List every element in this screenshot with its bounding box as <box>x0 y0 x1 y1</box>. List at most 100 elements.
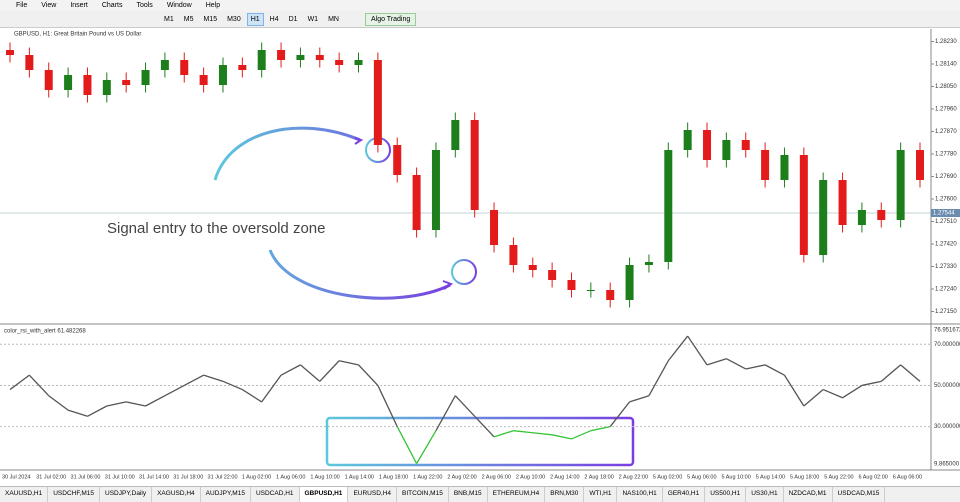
indicator-segment <box>203 374 224 382</box>
chart-tab[interactable]: XAUUSD,H1 <box>0 487 49 502</box>
candle-body <box>838 180 847 225</box>
indicator-segment <box>9 374 30 391</box>
candle-body <box>64 75 73 90</box>
chart-tab[interactable]: US30,H1 <box>746 487 784 502</box>
price-label: 1.27780 <box>935 152 957 158</box>
chart-tab[interactable]: XAGUSD,H4 <box>152 487 201 502</box>
candle-body <box>122 80 131 85</box>
candle-body <box>412 175 421 230</box>
time-label: 5 Aug 02:00 <box>653 474 682 480</box>
indicator-segment <box>261 374 282 403</box>
candle-body <box>877 210 886 220</box>
menu-item[interactable]: View <box>41 2 57 9</box>
candle-body <box>644 262 653 265</box>
indicator-segment <box>319 360 340 382</box>
candle-body <box>703 130 712 160</box>
chart-tab[interactable]: AUDJPY,M15 <box>201 487 251 502</box>
indicator-segment <box>396 426 418 464</box>
chart-tab[interactable]: BITCOIN,M15 <box>397 487 449 502</box>
candle-body <box>528 265 537 270</box>
candle-body <box>25 55 34 70</box>
time-label: 2 Aug 10:00 <box>516 474 545 480</box>
candle-body <box>431 150 440 230</box>
menu-item[interactable]: Insert <box>70 2 88 9</box>
price-label: 1.28140 <box>935 62 957 68</box>
indicator-segment <box>513 430 533 434</box>
chart-tab[interactable]: ETHEREUM,H4 <box>488 487 546 502</box>
price-label: 1.27420 <box>935 242 957 248</box>
candle-body <box>180 60 189 75</box>
time-label: 6 Aug 06:00 <box>893 474 922 480</box>
chart-tab[interactable]: USDCAD,M15 <box>833 487 886 502</box>
algo-trading-button[interactable]: Algo Trading <box>364 12 417 26</box>
chart-tab[interactable]: GBPUSD,H1 <box>299 487 349 502</box>
indicator-segment <box>861 380 882 387</box>
indicator-title: color_rsi_with_alert 61.482268 <box>4 329 86 335</box>
candle-body <box>102 80 111 95</box>
candle-body <box>354 60 363 65</box>
menu-item[interactable]: Tools <box>136 2 153 9</box>
indicator-segment <box>493 430 514 438</box>
candle-body <box>722 140 731 160</box>
timeframe-button[interactable]: M30 <box>227 15 241 23</box>
candle-body <box>199 75 208 85</box>
price-label: 1.27330 <box>935 264 957 270</box>
indicator-segment <box>280 364 301 376</box>
chart-tab[interactable]: EURUSD,H4 <box>348 487 397 502</box>
indicator-segment <box>532 432 553 436</box>
current-price-box <box>931 209 960 217</box>
indicator-segment <box>454 395 476 417</box>
timeframe-button[interactable]: W1 <box>307 15 319 23</box>
candle-body <box>606 290 615 300</box>
candle-body <box>664 150 673 262</box>
timeframe-button[interactable]: M15 <box>203 15 218 23</box>
signal-circle <box>451 259 477 285</box>
time-label: 2 Aug 14:00 <box>550 474 579 480</box>
indicator-segment <box>222 380 243 391</box>
candle-body <box>373 60 382 145</box>
indicator-segment <box>880 364 902 382</box>
indicator-segment <box>571 430 592 440</box>
timeframe-button[interactable]: M5 <box>183 15 194 23</box>
indicator-label: 50.000000 <box>934 383 960 389</box>
indicator-segment <box>435 395 456 432</box>
chart-tab[interactable]: GER40,H1 <box>663 487 706 502</box>
chart-tab[interactable]: WTI,H1 <box>584 487 618 502</box>
indicator-segment <box>764 364 785 376</box>
candle-body <box>799 155 808 255</box>
chart-tab[interactable]: NAS100,H1 <box>617 487 663 502</box>
time-label: 1 Aug 18:00 <box>379 474 408 480</box>
timeframe-button[interactable]: H1 <box>246 12 264 26</box>
candle-body <box>819 180 828 255</box>
menu-item[interactable]: Charts <box>101 2 123 9</box>
chart-tab[interactable]: NZDCAD,M1 <box>784 487 833 502</box>
indicator-segment <box>590 425 611 432</box>
candle-body <box>277 50 286 60</box>
indicator-segment <box>126 401 146 407</box>
indicator-label: 30.000000 <box>934 424 960 430</box>
indicator-label: 76.951672 <box>934 328 960 334</box>
chart-tab[interactable]: USDJPY,Daily <box>100 487 153 502</box>
candle-body <box>896 150 905 220</box>
candle-body <box>6 50 14 55</box>
menu-item[interactable]: Window <box>166 2 192 9</box>
indicator-segment <box>48 395 69 411</box>
candle-body <box>238 65 247 70</box>
chart-tab[interactable]: USDCAD,H1 <box>251 487 300 502</box>
indicator-segment <box>551 434 572 440</box>
chart-tab[interactable]: USDCHF,M15 <box>48 487 101 502</box>
time-label: 6 Aug 02:00 <box>858 474 887 480</box>
menu-item[interactable]: File <box>16 2 28 9</box>
chart-tab[interactable]: US500,H1 <box>705 487 747 502</box>
indicator-segment <box>87 405 108 417</box>
time-label: 2 Aug 22:00 <box>619 474 648 480</box>
menu-item[interactable]: Help <box>205 2 221 9</box>
timeframe-button[interactable]: MN <box>328 15 339 23</box>
chart-tab[interactable]: BNB,M15 <box>449 487 488 502</box>
timeframe-button[interactable]: H4 <box>269 15 279 23</box>
timeframe-button[interactable]: M1 <box>164 15 174 23</box>
indicator-segment <box>339 360 359 366</box>
chart-tab[interactable]: BRN,M30 <box>545 487 585 502</box>
timeframe-button[interactable]: D1 <box>288 15 298 23</box>
